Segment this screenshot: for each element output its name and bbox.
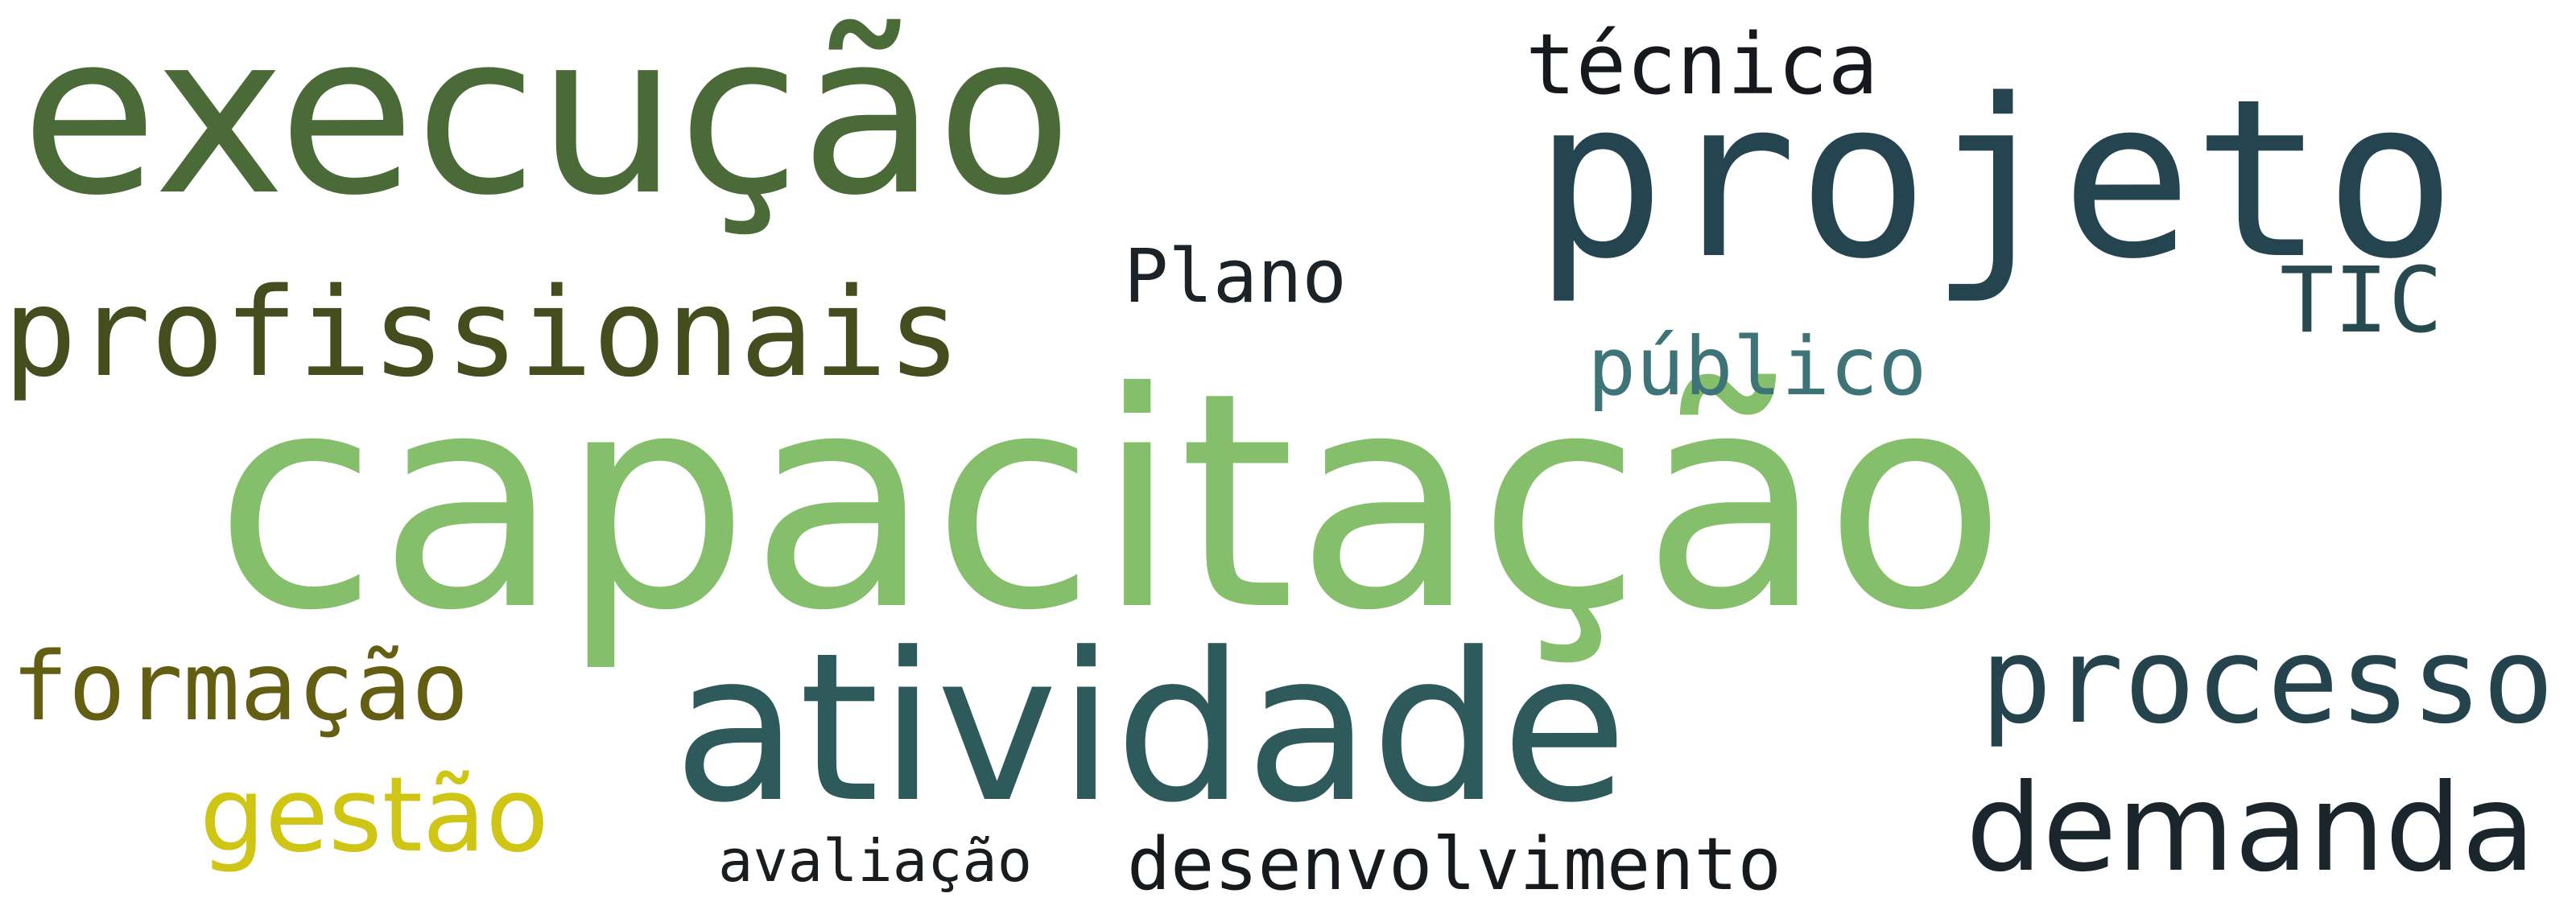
word-publico: público [1587, 319, 1927, 414]
word-formacao: formação [11, 631, 469, 742]
word-plano: Plano [1124, 233, 1347, 319]
word-projeto: projeto [1534, 53, 2457, 307]
word-avaliacao: avaliação [718, 827, 1033, 895]
word-profissionais: profissionais [3, 261, 961, 404]
word-demanda: demanda [1966, 759, 2536, 899]
word-desenvolvimento: desenvolvimento [1127, 822, 1781, 907]
word-atividade: atividade [673, 609, 1628, 848]
word-capacitacao: capacitação [214, 330, 2007, 676]
word-processo: processo [1980, 611, 2554, 750]
word-execucao: execução [21, 0, 1073, 245]
word-tecnica: técnica [1525, 15, 1879, 113]
word-tic: TIC [2280, 249, 2443, 353]
word-gestao: gestão [200, 755, 549, 875]
